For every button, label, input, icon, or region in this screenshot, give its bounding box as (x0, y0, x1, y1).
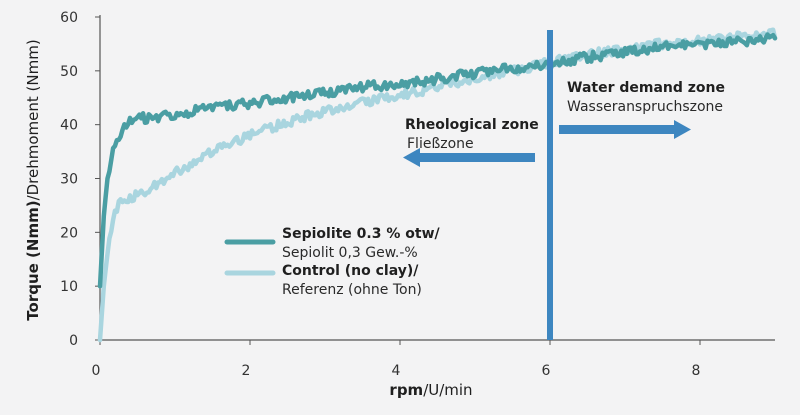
x-axis-label-rest: /U/min (423, 381, 472, 399)
zone-divider-line (547, 30, 553, 340)
right-arrow-icon (559, 120, 691, 139)
y-tick-label: 20 (60, 225, 78, 241)
x-tick-labels: 0 2 4 6 8 (92, 363, 701, 379)
series-layer (97, 27, 778, 343)
series-line-sepiolite (97, 32, 778, 289)
rheological-zone-subtitle: Fließzone (407, 136, 474, 152)
y-tick-label: 30 (60, 172, 78, 188)
left-arrow-icon (403, 148, 535, 167)
y-tick-label: 40 (60, 118, 78, 134)
x-tick-label: 6 (542, 363, 551, 379)
legend-label-sepiolite: Sepiolite 0.3 % otw/ (282, 226, 440, 242)
water-demand-zone-title: Water demand zone (567, 80, 725, 96)
x-axis-label-bold: rpm (389, 381, 423, 399)
legend-label-sepiolite-de: Sepiolit 0,3 Gew.-% (282, 245, 418, 261)
legend-label-control: Control (no clay)/ (282, 263, 419, 279)
y-tick-label: 60 (60, 10, 78, 26)
legend-label-control-de: Referenz (ohne Ton) (282, 282, 422, 298)
legend: Sepiolite 0.3 % otw/ Sepiolit 0,3 Gew.-%… (224, 226, 440, 298)
y-tick-label: 50 (60, 64, 78, 80)
water-demand-zone-subtitle: Wasseranspruchszone (567, 99, 723, 115)
x-axis-label: rpm/U/min (389, 381, 472, 399)
y-tick-label: 10 (60, 279, 78, 295)
x-tick-label: 0 (92, 363, 101, 379)
axes (95, 15, 775, 345)
x-tick-label: 2 (242, 363, 251, 379)
y-tick-labels: 0 10 20 30 40 50 60 (60, 10, 78, 349)
x-tick-label: 8 (692, 363, 701, 379)
x-tick-label: 4 (392, 363, 401, 379)
rheological-zone-title: Rheological zone (405, 117, 539, 133)
y-axis-label-rest: /Drehmoment (Nmm) (24, 39, 42, 200)
y-axis-label: Torque (Nmm)/Drehmoment (Nmm) (24, 39, 42, 320)
y-axis-label-bold: Torque (Nmm) (24, 200, 42, 320)
y-tick-label: 0 (69, 333, 78, 349)
